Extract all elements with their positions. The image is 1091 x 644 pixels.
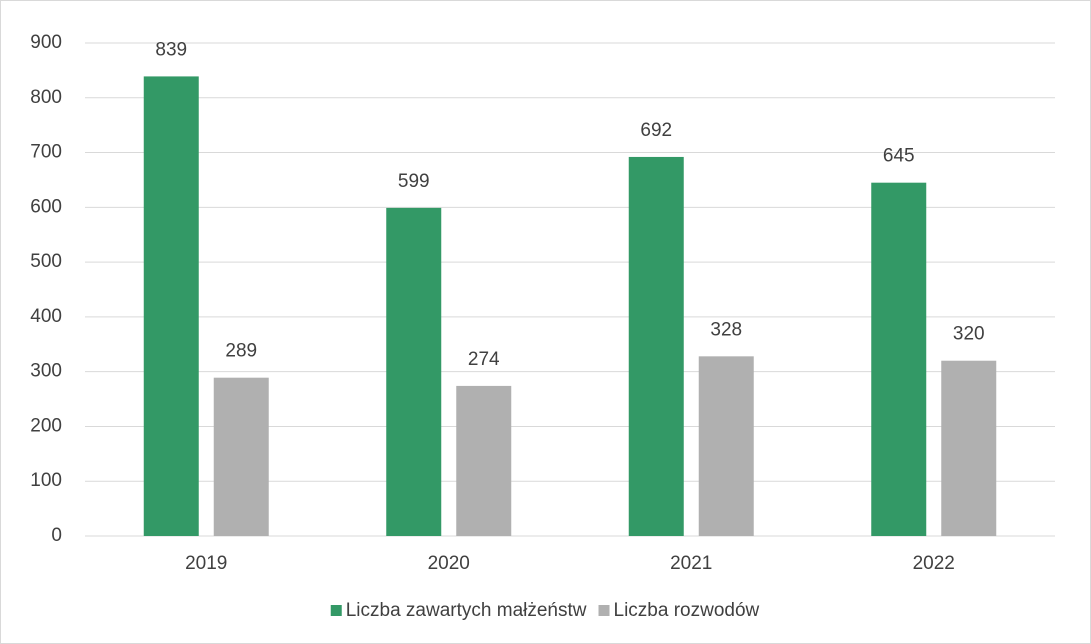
x-tick-label: 2022 <box>913 553 955 574</box>
y-tick-label: 300 <box>30 361 62 382</box>
y-tick-label: 600 <box>30 196 62 217</box>
y-tick-label: 0 <box>51 525 62 546</box>
data-label: 328 <box>710 319 742 340</box>
x-tick-label: 2021 <box>670 553 712 574</box>
data-label: 320 <box>953 324 985 345</box>
y-tick-label: 700 <box>30 142 62 163</box>
bar <box>698 356 754 536</box>
data-label: 692 <box>640 120 672 141</box>
bar <box>456 385 512 536</box>
y-tick-label: 800 <box>30 87 62 108</box>
legend-label: Liczba zawartych małżeństw <box>346 600 587 621</box>
x-tick-label: 2019 <box>185 553 227 574</box>
bar <box>143 76 199 537</box>
y-tick-label: 400 <box>30 306 62 327</box>
bar <box>871 182 927 536</box>
data-label: 289 <box>225 341 257 362</box>
bar <box>941 360 997 536</box>
data-label: 839 <box>155 39 187 60</box>
x-tick-label: 2020 <box>428 553 470 574</box>
bar <box>386 207 442 536</box>
y-tick-label: 900 <box>30 32 62 53</box>
legend-label: Liczba rozwodów <box>614 600 760 621</box>
y-tick-label: 100 <box>30 470 62 491</box>
legend-swatch <box>598 605 610 616</box>
data-label: 274 <box>468 349 500 370</box>
data-label: 645 <box>883 146 915 167</box>
data-label: 599 <box>398 171 430 192</box>
y-tick-label: 200 <box>30 415 62 436</box>
legend-swatch <box>330 605 342 616</box>
bar <box>628 156 684 536</box>
bar <box>213 377 269 536</box>
y-tick-label: 500 <box>30 251 62 272</box>
